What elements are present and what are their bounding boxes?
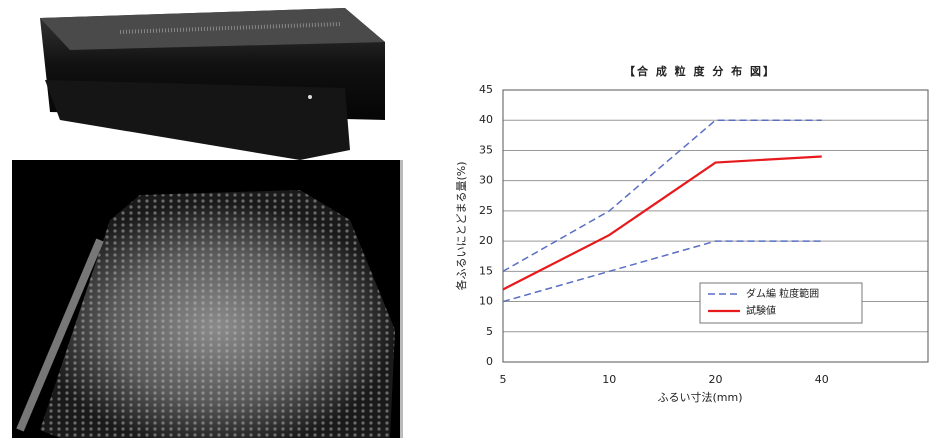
y-axis-label: 各ふるいにとどまる量(%) <box>454 161 468 290</box>
sensor-photo <box>40 8 385 160</box>
page: 【合 成 粒 度 分 布 図】 ふるい寸法(mm) 各ふるいにとどまる量(%) … <box>0 0 934 438</box>
y-tick-label: 45 <box>479 83 493 96</box>
x-tick-label: 40 <box>815 373 829 386</box>
y-tick-label: 10 <box>479 295 493 308</box>
y-tick-label: 0 <box>486 355 493 368</box>
y-tick-label: 40 <box>479 113 493 126</box>
y-tick-label: 15 <box>479 264 493 277</box>
x-tick-label: 20 <box>709 373 723 386</box>
y-tick-label: 20 <box>479 234 493 247</box>
y-tick-label: 5 <box>486 325 493 338</box>
chart-title: 【合 成 粒 度 分 布 図】 <box>624 64 776 78</box>
x-tick-label: 10 <box>602 373 616 386</box>
series-line <box>503 156 822 289</box>
y-tick-label: 35 <box>479 143 493 156</box>
series-line <box>503 120 822 271</box>
legend-label: ダム編 粒度範囲 <box>746 287 819 300</box>
y-tick-label: 30 <box>479 174 493 187</box>
x-tick-label: 5 <box>500 373 507 386</box>
depth-image <box>12 160 403 438</box>
y-tick-label: 25 <box>479 204 493 217</box>
x-axis-label: ふるい寸法(mm) <box>657 390 742 404</box>
legend-label: 試験値 <box>746 304 776 317</box>
